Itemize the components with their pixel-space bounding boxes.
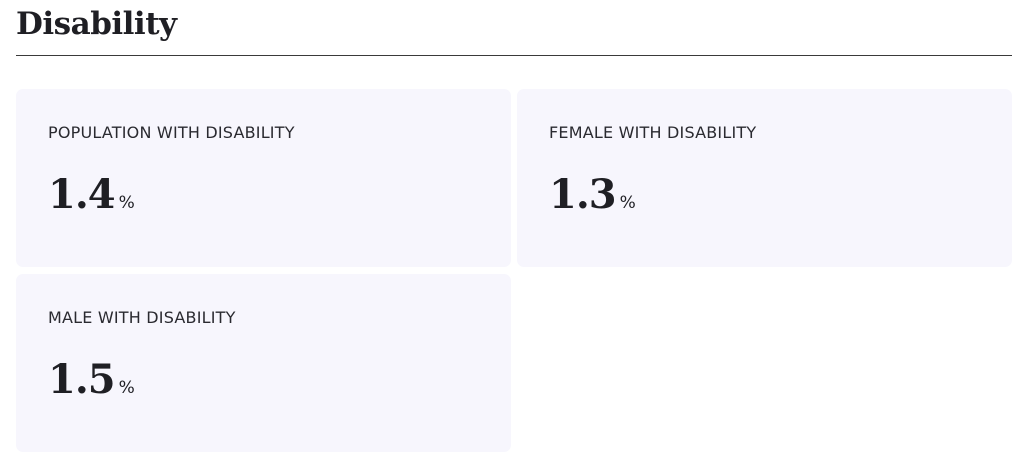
stat-unit: % <box>619 193 636 213</box>
divider <box>16 55 1012 56</box>
stat-unit: % <box>118 378 135 398</box>
stat-value-row: 1.4% <box>48 171 135 218</box>
stat-value: 1.3 <box>549 171 617 218</box>
stat-label: POPULATION WITH DISABILITY <box>48 123 295 142</box>
section-title: Disability <box>16 6 177 42</box>
stat-label: MALE WITH DISABILITY <box>48 308 236 327</box>
stat-value-row: 1.5% <box>48 356 135 403</box>
stat-unit: % <box>118 193 135 213</box>
stat-value: 1.5 <box>48 356 116 403</box>
stat-card: POPULATION WITH DISABILITY 1.4% <box>16 89 511 267</box>
stat-label: FEMALE WITH DISABILITY <box>549 123 757 142</box>
stat-card: FEMALE WITH DISABILITY 1.3% <box>517 89 1012 267</box>
stat-value-row: 1.3% <box>549 171 636 218</box>
stat-card: MALE WITH DISABILITY 1.5% <box>16 274 511 452</box>
stat-value: 1.4 <box>48 171 116 218</box>
